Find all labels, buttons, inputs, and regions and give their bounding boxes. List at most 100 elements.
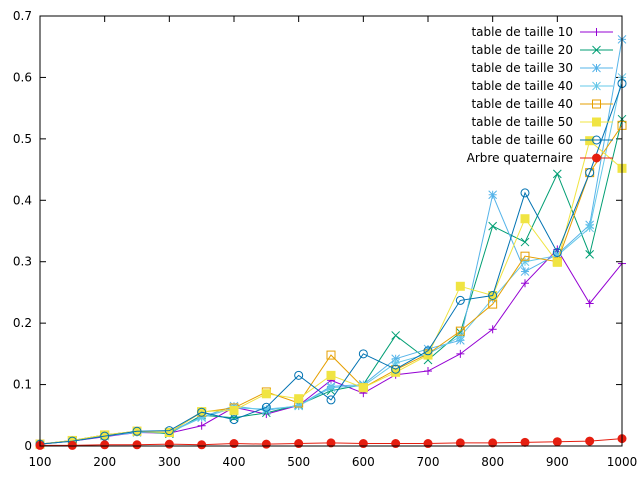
- data-point: [592, 135, 601, 145]
- data-point: [358, 383, 368, 393]
- x-tick-label: 100: [29, 455, 52, 469]
- data-point: [326, 383, 336, 392]
- data-point: [585, 436, 595, 446]
- data-point: [521, 279, 529, 288]
- y-tick-label: 0.5: [13, 132, 32, 146]
- legend-item: Arbre quaternaire: [467, 151, 613, 165]
- data-point: [455, 332, 465, 342]
- y-tick-label: 0.7: [13, 9, 32, 23]
- data-point: [456, 349, 465, 358]
- data-point: [520, 437, 530, 447]
- data-point: [132, 440, 142, 450]
- y-tick-label: 0.4: [13, 193, 32, 207]
- legend-label: table de taille 20: [471, 43, 573, 57]
- data-point: [455, 438, 465, 448]
- legend-item: table de taille 10: [471, 25, 613, 39]
- data-point: [391, 364, 401, 374]
- series-4: [35, 73, 627, 449]
- data-point: [552, 437, 562, 447]
- data-point: [455, 295, 465, 305]
- data-point: [391, 367, 401, 377]
- x-tick-label: 700: [417, 455, 440, 469]
- legend-item: table de taille 40: [471, 79, 613, 93]
- series-line: [39, 139, 623, 445]
- series-line: [39, 248, 623, 445]
- data-point: [592, 45, 601, 55]
- data-point: [261, 389, 271, 399]
- legend-label: table de taille 50: [471, 115, 573, 129]
- data-point: [520, 267, 530, 276]
- data-point: [164, 427, 174, 437]
- data-point: [326, 438, 336, 448]
- data-point: [294, 370, 304, 380]
- legend-label: table de taille 60: [471, 133, 573, 147]
- data-point: [520, 257, 530, 267]
- data-point: [585, 299, 594, 308]
- legend: table de taille 10 table de taille 20 tabl…: [467, 25, 613, 165]
- data-point: [592, 117, 601, 127]
- data-point: [585, 168, 595, 178]
- y-tick-label: 0.2: [13, 316, 32, 330]
- legend-label: table de taille 10: [471, 25, 573, 39]
- x-tick-label: 400: [223, 455, 246, 469]
- data-point: [229, 415, 239, 425]
- data-point: [585, 136, 595, 146]
- x-tick-label: 900: [546, 455, 569, 469]
- data-point: [100, 440, 110, 450]
- x-tick-label: 600: [352, 455, 375, 469]
- data-point: [197, 440, 207, 450]
- data-point: [455, 281, 465, 291]
- series-line: [39, 119, 623, 445]
- plot-border: [39, 15, 623, 447]
- data-point: [67, 440, 77, 450]
- series-6: [35, 136, 627, 449]
- y-tick-label: 0.6: [13, 70, 32, 84]
- legend-item: table de taille 50: [471, 115, 613, 129]
- x-tick-label: 500: [287, 455, 310, 469]
- data-point: [164, 439, 174, 449]
- data-point: [294, 394, 304, 404]
- data-point: [520, 188, 530, 198]
- data-point: [488, 299, 498, 309]
- data-point: [261, 404, 271, 414]
- data-point: [488, 221, 498, 231]
- data-point: [261, 402, 271, 412]
- data-point: [552, 257, 562, 267]
- legend-label: table de taille 30: [471, 61, 573, 75]
- data-point: [424, 367, 432, 376]
- data-point: [261, 439, 271, 449]
- data-point: [423, 346, 433, 356]
- data-point: [488, 291, 498, 300]
- legend-item: table de taille 60: [471, 133, 613, 147]
- legend-label: table de taille 40: [471, 79, 573, 93]
- data-point: [100, 431, 110, 441]
- series-line: [39, 83, 623, 445]
- data-point: [326, 395, 336, 405]
- x-tick-label: 300: [158, 455, 181, 469]
- data-point: [552, 169, 562, 179]
- data-point: [520, 214, 530, 224]
- series-layer: [35, 34, 627, 450]
- data-point: [520, 237, 530, 247]
- data-point: [488, 325, 497, 334]
- data-point: [391, 331, 401, 340]
- legend-item: table de taille 20: [471, 43, 613, 57]
- data-point: [326, 350, 336, 360]
- series-2: [35, 114, 627, 449]
- data-point: [132, 426, 142, 436]
- legend-item: table de taille 40: [471, 97, 613, 111]
- data-point: [592, 153, 601, 163]
- data-point: [592, 99, 601, 109]
- data-point: [164, 426, 174, 436]
- y-tick-label: 0: [24, 439, 32, 453]
- series-8: [35, 434, 627, 450]
- tick-labels: 100 200 300 400 500 600 700 800 900 1000 0 0.1 0.2 0.…: [13, 9, 637, 469]
- series-1: [36, 245, 626, 449]
- x-tick-label: 800: [481, 455, 504, 469]
- x-tick-label: 1000: [607, 455, 638, 469]
- data-point: [552, 248, 562, 257]
- data-point: [358, 349, 368, 359]
- legend-label: table de taille 40: [471, 97, 573, 111]
- data-point: [455, 326, 465, 336]
